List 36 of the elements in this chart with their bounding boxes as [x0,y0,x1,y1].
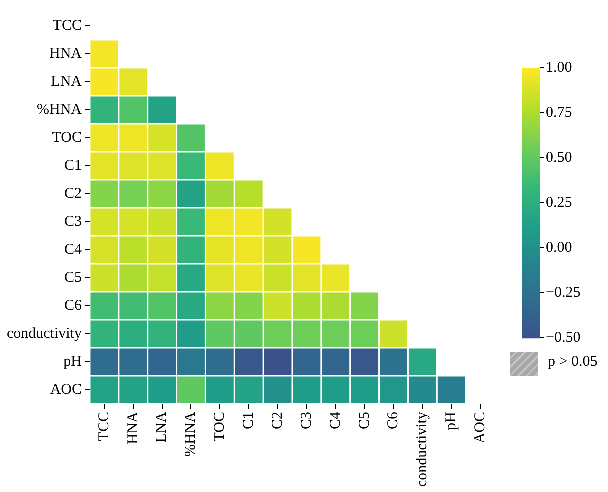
color-bar-label: 0.50 [546,150,572,166]
x-tick-label: %HNA [183,412,200,458]
x-tick-label: C2 [270,412,286,430]
x-tick-label: C3 [298,412,315,430]
color-bar-label: 0.75 [546,104,572,121]
y-tick-label: C6 [64,298,82,314]
y-tick-label: %HNA [36,102,82,118]
x-tick-label: conductivity [414,412,431,488]
color-bar-label: 1.00 [546,60,572,76]
x-tick-label: TOC [212,412,228,442]
y-tick-label: AOC [50,382,82,398]
x-tick-label: pH [444,412,460,430]
x-tick-label: C4 [328,412,344,430]
color-bar-label: −0.50 [546,330,581,346]
y-tick-label: C4 [64,242,82,258]
y-tick-label: TCC [52,18,82,34]
y-tick-label: C5 [64,270,82,286]
y-tick-label: TOC [52,130,82,146]
x-tick-label: AOC [472,412,488,444]
x-tick-label: LNA [154,412,170,443]
x-tick-label: C1 [241,412,258,430]
y-tick-label: pH [64,354,82,370]
y-tick-label: HNA [49,46,82,62]
text: p > 0.05 [548,354,598,371]
x-tick-label: C6 [386,412,402,430]
y-tick-label: LNA [51,74,82,90]
x-tick-label: TCC [96,412,112,442]
x-tick-label: HNA [125,412,142,445]
y-tick-label: C2 [64,186,82,202]
color-bar-label: −0.25 [546,284,581,301]
x-tick-label: C5 [356,412,373,430]
color-bar-label: 0.25 [546,194,572,211]
y-tick-label: conductivity [6,326,82,342]
y-tick-label: C1 [64,158,82,174]
color-bar-label: 0.00 [546,240,572,256]
y-tick-label: C3 [64,214,82,230]
